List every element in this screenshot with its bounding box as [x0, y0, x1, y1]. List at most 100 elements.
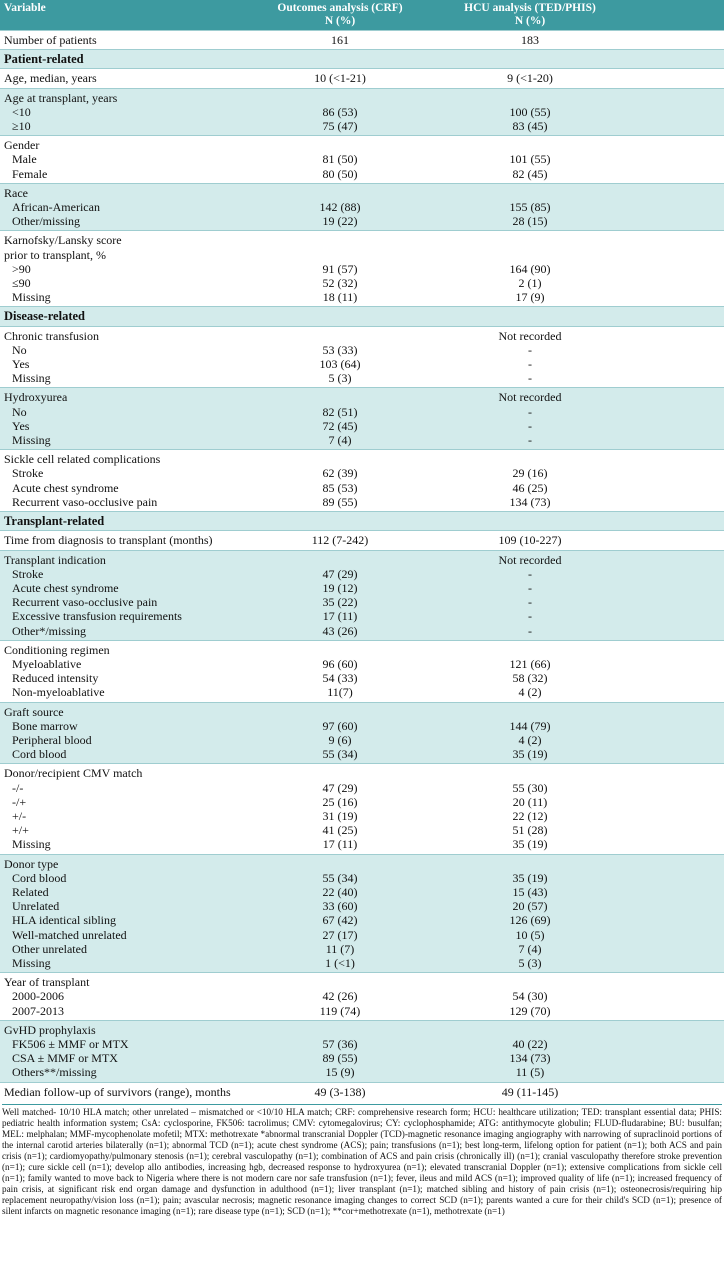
spacer-cell — [630, 732, 724, 748]
row-group: Race African-American 142 (88) 155 (85) Othe… — [0, 183, 724, 231]
value-cell: 40 (22) — [430, 1037, 630, 1052]
spacer-cell — [630, 357, 724, 371]
value-cell — [250, 1020, 430, 1037]
variable-cell: Bone marrow — [0, 718, 250, 733]
spacer-cell — [630, 466, 724, 480]
row-group: Hydroxyurea Not recorded No 82 (51) - Yes 72 (… — [0, 387, 724, 450]
value-cell: 55 (34) — [250, 747, 430, 764]
spacer-cell — [630, 531, 724, 550]
spacer-cell — [630, 31, 724, 50]
value-cell: 52 (32) — [322, 276, 358, 291]
value-cell: 54 (33) — [322, 671, 358, 686]
value-cell: 11 (5) — [430, 1065, 630, 1083]
spacer-cell — [630, 609, 724, 624]
group-row: Transplant indication Not recorded — [0, 550, 724, 567]
variable-cell: Acute chest syndrome — [0, 580, 250, 596]
item-row: Bone marrow 97 (60) 144 (79) — [0, 718, 724, 733]
value-cell: 161 — [331, 33, 349, 47]
spacer-cell — [630, 136, 724, 153]
variable-cell: Stroke — [12, 466, 44, 481]
group-row: Age at transplant, years — [0, 88, 724, 105]
spacer-cell — [630, 1051, 724, 1066]
value-cell — [430, 764, 630, 781]
value-cell: 10 (5) — [430, 927, 630, 942]
item-row: FK506 ± MMF or MTX 57 (36) 40 (22) — [0, 1037, 724, 1052]
value-cell: 51 (28) — [512, 823, 548, 838]
value-cell: 33 (60) — [250, 899, 430, 914]
variable-cell: -/+ — [12, 794, 27, 809]
value-cell: 82 (51) — [250, 404, 430, 419]
value-cell: - — [528, 342, 532, 357]
spacer-cell — [630, 450, 724, 467]
value-cell — [430, 1020, 630, 1037]
value-cell: 67 (42) — [250, 913, 430, 928]
value-cell — [250, 231, 430, 248]
value-cell: 103 (64) — [319, 357, 361, 372]
variable-cell: +/- — [12, 808, 27, 823]
item-row: Unrelated 33 (60) 20 (57) — [0, 899, 724, 914]
value-cell: 17 (11) — [322, 837, 358, 852]
value-cell: 183 — [521, 33, 539, 47]
value-cell: 17 (9) — [515, 290, 545, 305]
value-cell: 11 (7) — [250, 941, 430, 956]
value-cell: - — [430, 404, 630, 419]
item-row: >90 91 (57) 164 (90) — [0, 262, 724, 276]
value-cell: - — [430, 609, 630, 624]
variable-cell: Race — [0, 183, 250, 201]
value-cell: 62 (39) — [322, 466, 358, 481]
value-cell: 2 (1) — [518, 276, 542, 291]
item-row: Other*/missing 43 (26) - — [0, 623, 724, 641]
value-cell — [250, 640, 430, 657]
value-cell: 47 (29) — [250, 566, 430, 581]
table-header: Variable Outcomes analysis (CRF) N (%) HCU … — [0, 0, 724, 31]
row-group: Karnofsky/Lansky score prior to transplan… — [0, 230, 724, 307]
item-row: Missing 5 (3) - — [0, 371, 724, 388]
data-table: Variable Outcomes analysis (CRF) N (%) HCU … — [0, 0, 724, 1101]
item-row: -/+ 25 (16) 20 (11) — [0, 795, 724, 809]
spacer-cell — [630, 200, 724, 215]
row-group: Conditioning regimen Myeloablative 96 (60)… — [0, 640, 724, 702]
value-cell: - — [430, 595, 630, 610]
value-cell: 89 (55) — [322, 494, 358, 509]
value-cell: 86 (53) — [250, 104, 430, 120]
variable-cell: Donor/recipient CMV match — [4, 766, 143, 781]
value-cell: 134 (73) — [430, 1051, 630, 1066]
group-row: Time from diagnosis to transplant (month… — [0, 531, 724, 550]
spacer-cell — [630, 387, 724, 405]
value-cell: 43 (26) — [250, 623, 430, 641]
item-row: Female 80 (50) 82 (45) — [0, 167, 724, 184]
variable-cell: Female — [12, 166, 48, 181]
group-row: Gender — [0, 136, 724, 153]
item-row: Non-myeloablative 11(7) 4 (2) — [0, 685, 724, 702]
spacer-cell — [630, 1082, 724, 1101]
value-cell: 18 (11) — [322, 290, 358, 305]
value-cell: 58 (32) — [512, 671, 548, 686]
item-row: Yes 72 (45) - — [0, 418, 724, 434]
variable-cell: Sickle cell related complications — [4, 452, 161, 467]
item-row: 2007-2013 119 (74) 129 (70) — [0, 1004, 724, 1021]
value-cell: 22 (40) — [250, 884, 430, 900]
spacer-cell — [630, 104, 724, 120]
group-row: Chronic transfusion Not recorded — [0, 326, 724, 343]
value-cell — [250, 88, 430, 105]
value-cell: 134 (73) — [509, 494, 551, 509]
value-cell: 49 (11-145) — [501, 1084, 559, 1099]
spacer-cell — [630, 262, 724, 276]
item-row: Stroke 62 (39) 29 (16) — [0, 466, 724, 480]
value-cell: 7 (4) — [250, 433, 430, 450]
header-text: Outcomes analysis (CRF) — [277, 2, 403, 14]
variable-cell: Cord blood — [0, 747, 250, 764]
value-cell — [250, 764, 430, 781]
value-cell — [430, 183, 630, 201]
value-cell: 22 (12) — [512, 808, 548, 823]
spacer-cell — [630, 884, 724, 900]
spacer-cell — [630, 595, 724, 610]
item-row: No 53 (33) - — [0, 343, 724, 357]
value-cell: Not recorded — [430, 387, 630, 405]
variable-cell: Year of transplant — [4, 975, 90, 990]
header-cell: Variable — [0, 0, 250, 31]
variable-cell: Number of patients — [4, 33, 97, 47]
value-cell — [250, 973, 430, 990]
value-cell — [430, 973, 630, 990]
